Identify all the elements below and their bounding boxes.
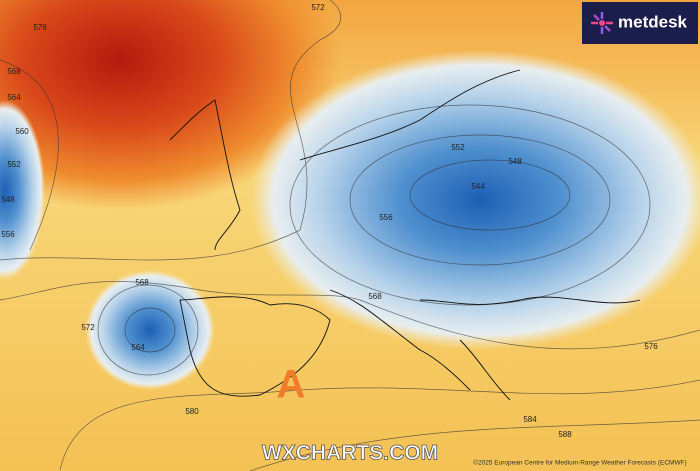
contour-label: 556 [1, 230, 15, 239]
contour-label: 552 [7, 160, 21, 169]
contour-label: 572 [311, 3, 325, 12]
contour-label: 548 [1, 195, 15, 204]
atlantic-low [0, 100, 45, 280]
contour-label: 584 [523, 415, 537, 424]
contour-label: 576 [644, 342, 658, 351]
contour-label: 548 [508, 157, 522, 166]
contour-label: 560 [15, 127, 29, 136]
contour-label: 544 [471, 182, 485, 191]
contour-label: 564 [131, 343, 145, 352]
contour-label: 588 [558, 430, 572, 439]
contour-label: 556 [379, 213, 393, 222]
contour-label: 580 [185, 407, 199, 416]
coastlines [169, 69, 641, 401]
warm-anomaly [0, 0, 340, 210]
contour-label: 564 [7, 93, 21, 102]
contour-label: 576 [33, 23, 47, 32]
watermark: WXCHARTS.COM [262, 442, 438, 465]
high-pressure-marker: A [277, 363, 306, 407]
cut-off-low [85, 270, 215, 390]
contour-label: 568 [7, 67, 21, 76]
contour-labels: 572 576 568 564 560 552 548 556 552 548 544 556 568 5… [1, 3, 658, 439]
contour-label: 568 [135, 278, 149, 287]
contour-label: 552 [451, 143, 465, 152]
contour-label: 572 [81, 323, 95, 332]
contour-label: 568 [368, 292, 382, 301]
brand-name: metdesk [618, 12, 688, 31]
credit: ©2025 European Centre for Medium-Range W… [473, 459, 686, 467]
brand-logo [591, 12, 613, 34]
